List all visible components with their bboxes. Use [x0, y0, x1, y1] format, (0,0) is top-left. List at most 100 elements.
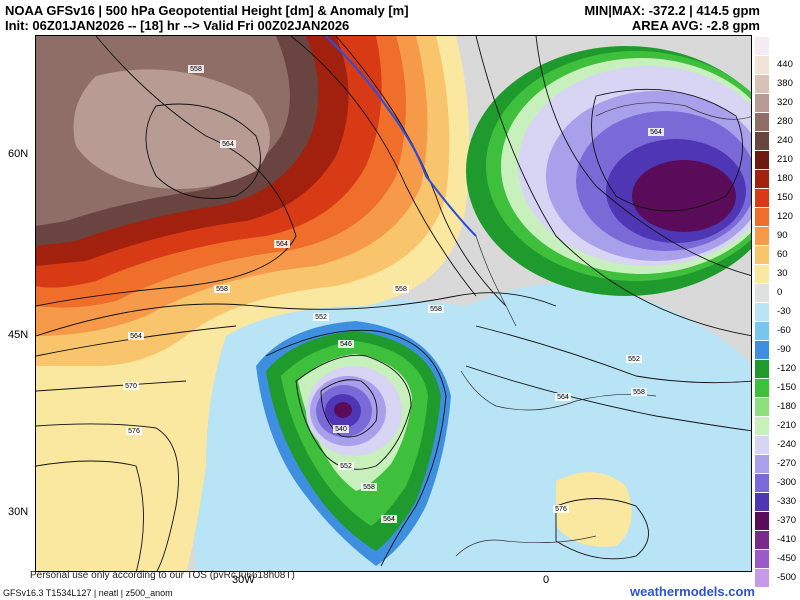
contour-label: 564 — [383, 516, 395, 523]
height-contours — [36, 36, 751, 571]
anomaly-map: 558 564 564 558 558 564 570 576 552 546 540 552 558 5… — [35, 35, 752, 572]
contour-label-bg — [648, 128, 664, 136]
legend-swatch — [755, 56, 769, 74]
legend-label: -150 — [777, 382, 797, 393]
legend-swatch — [755, 75, 769, 93]
contour-label-bg — [220, 140, 236, 148]
legend-item: -90 — [755, 340, 800, 359]
minmax-readout: MIN|MAX: -372.2 | 414.5 gpm — [584, 3, 760, 18]
contour-label-bg — [393, 285, 409, 293]
legend-item: 380 — [755, 74, 800, 93]
contour-label-bg — [214, 285, 230, 293]
legend-label: -410 — [777, 534, 797, 545]
color-legend: 440 380 320 280 240 210 180 150 120 90 60 30 0 -30 -60… — [755, 36, 800, 587]
legend-swatch — [755, 493, 769, 511]
legend-label: -90 — [777, 344, 791, 355]
contour-label: 564 — [130, 333, 142, 340]
contour-label: 558 — [216, 286, 228, 293]
contour-label: 558 — [633, 389, 645, 396]
legend-swatch — [755, 132, 769, 150]
legend-label: 240 — [777, 135, 793, 146]
legend-swatch — [755, 341, 769, 359]
contour-label: 552 — [628, 356, 640, 363]
contour-label-bg — [313, 313, 329, 321]
legend-swatch — [755, 113, 769, 131]
legend-label: 0 — [777, 287, 783, 298]
legend-item: -410 — [755, 530, 800, 549]
legend-item: -30 — [755, 302, 800, 321]
legend-item: 210 — [755, 150, 800, 169]
ridge-se-yellow — [556, 472, 632, 547]
lon-label-0: 0 — [543, 574, 550, 586]
legend-label: -120 — [777, 363, 797, 374]
legend-swatch — [755, 512, 769, 530]
legend-label: -270 — [777, 458, 797, 469]
contour-label-bg — [555, 393, 571, 401]
contour-label-bg — [188, 65, 204, 73]
legend-item: -210 — [755, 416, 800, 435]
contour-label-bg — [553, 505, 569, 513]
legend-item: 180 — [755, 169, 800, 188]
legend-item: 280 — [755, 112, 800, 131]
legend-swatch — [755, 569, 769, 587]
legend-label: -30 — [777, 306, 791, 317]
legend-label: -330 — [777, 496, 797, 507]
contour-label: 552 — [315, 314, 327, 321]
legend-item: -270 — [755, 454, 800, 473]
legend-swatch — [755, 436, 769, 454]
legend-swatch — [755, 303, 769, 321]
legend-label: 440 — [777, 59, 793, 70]
ridge-light-brown — [73, 69, 270, 189]
contour-label: 558 — [363, 484, 375, 491]
legend-item: 240 — [755, 131, 800, 150]
legend-swatch — [755, 246, 769, 264]
legend-swatch — [755, 265, 769, 283]
contour-label-bg — [338, 462, 354, 470]
legend-item: -60 — [755, 321, 800, 340]
legend-label: -500 — [777, 572, 797, 583]
site-brand[interactable]: weathermodels.com — [630, 584, 755, 599]
legend-swatch — [755, 398, 769, 416]
contour-label-bg — [428, 305, 444, 313]
contour-label-bg — [274, 240, 290, 248]
lat-label-60n: 60N — [8, 148, 29, 160]
legend-swatch — [755, 37, 769, 55]
legend-item: 440 — [755, 55, 800, 74]
contour-label-bg — [338, 340, 354, 348]
area-avg-readout: AREA AVG: -2.8 gpm — [631, 18, 760, 33]
legend-item: 0 — [755, 283, 800, 302]
contour-label: 546 — [340, 341, 352, 348]
contour-label: 564 — [276, 241, 288, 248]
legend-swatch — [755, 379, 769, 397]
legend-label: 210 — [777, 154, 793, 165]
contour-label-bg — [381, 515, 397, 523]
contour-labels: 558 564 564 558 558 564 570 576 552 546 540 552 558 5… — [123, 65, 664, 523]
legend-item: -500 — [755, 568, 800, 587]
legend-swatch — [755, 322, 769, 340]
contour-label: 558 — [395, 286, 407, 293]
legend-swatch — [755, 455, 769, 473]
legend-item — [755, 36, 800, 55]
trough-ne-core — [632, 160, 736, 232]
legend-label: 60 — [777, 249, 788, 260]
contour-label: 576 — [555, 506, 567, 513]
contour-label: 552 — [340, 463, 352, 470]
legend-item: -180 — [755, 397, 800, 416]
zero-anomaly-line — [325, 36, 477, 237]
legend-item: -240 — [755, 435, 800, 454]
init-valid-line: Init: 06Z01JAN2026 -- [18] hr --> Valid … — [5, 18, 350, 33]
legend-item: -330 — [755, 492, 800, 511]
coastlines — [455, 102, 751, 557]
legend-swatch — [755, 227, 769, 245]
lat-label-45n: 45N — [8, 329, 29, 341]
legend-label: 280 — [777, 116, 793, 127]
legend-item: 120 — [755, 207, 800, 226]
contour-label-bg — [126, 427, 142, 435]
legend-label: 120 — [777, 211, 793, 222]
contour-label: 564 — [222, 141, 234, 148]
legend-swatch — [755, 208, 769, 226]
legend-swatch — [755, 151, 769, 169]
legend-swatch — [755, 284, 769, 302]
contour-label-bg — [631, 388, 647, 396]
legend-swatch — [755, 94, 769, 112]
